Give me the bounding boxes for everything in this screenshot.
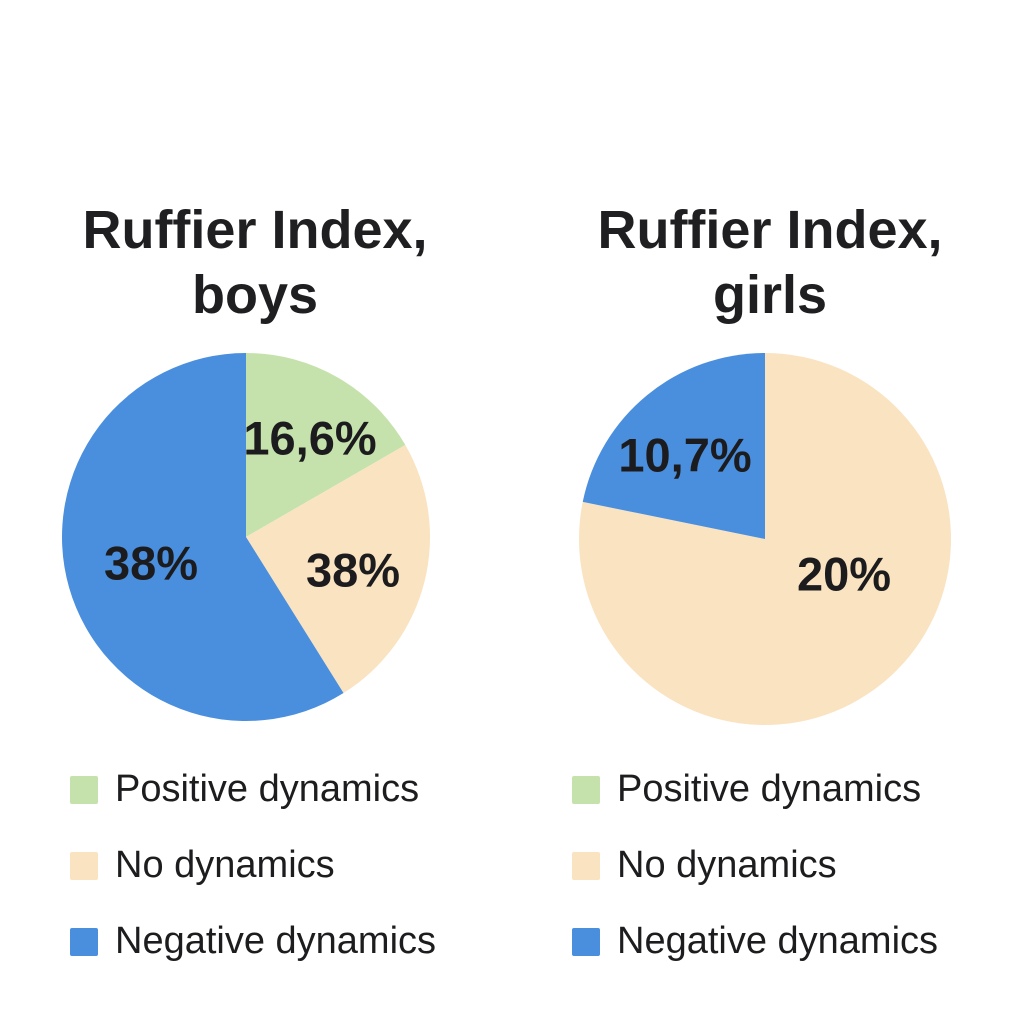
legend-label-positive-dynamics: Positive dynamics xyxy=(617,768,922,810)
legend-swatch-negative-dynamics xyxy=(572,927,600,956)
legend-label-no-dynamics: No dynamics xyxy=(617,844,837,886)
legend-row-boys-no-dynamics: No dynamics xyxy=(70,844,436,887)
pie-slice-girls-no-dynamics xyxy=(578,353,951,725)
legend-label-no-dynamics: No dynamics xyxy=(115,844,335,886)
slice-value-label-boys-no-dynamics: 38% xyxy=(305,543,401,597)
chart-title-boys-line1: Ruffier Index, xyxy=(82,200,428,260)
legend-boys: Positive dynamics No dynamics Negative dyn… xyxy=(70,768,436,963)
slice-value-label-girls-no-dynamics: 20% xyxy=(796,547,892,601)
legend-row-girls-negative-dynamics: Negative dynamics xyxy=(572,920,938,963)
pie-slice-boys-positive-dynamics xyxy=(246,353,406,537)
legend-row-boys-positive-dynamics: Positive dynamics xyxy=(70,768,436,811)
legend-swatch-no-dynamics xyxy=(70,851,98,880)
legend-label-positive-dynamics: Positive dynamics xyxy=(115,768,420,810)
legend-row-girls-positive-dynamics: Positive dynamics xyxy=(572,768,938,811)
legend-label-negative-dynamics: Negative dynamics xyxy=(115,920,437,962)
legend-row-boys-negative-dynamics: Negative dynamics xyxy=(70,920,436,963)
legend-swatch-no-dynamics xyxy=(572,851,600,880)
pie-slice-boys-negative-dynamics xyxy=(62,353,344,721)
slice-value-label-boys-positive-dynamics: 16,6% xyxy=(243,411,377,465)
chart-title-girls-line2: girls xyxy=(712,265,828,325)
slice-value-label-girls-negative-dynamics: 10,7% xyxy=(618,428,752,482)
pie-slice-boys-no-dynamics xyxy=(246,445,431,694)
legend-girls: Positive dynamics No dynamics Negative dyn… xyxy=(572,768,938,963)
pie-slice-girls-negative-dynamics xyxy=(582,353,765,539)
legend-swatch-positive-dynamics xyxy=(70,775,98,804)
legend-swatch-positive-dynamics xyxy=(572,775,600,804)
slice-value-label-boys-negative-dynamics: 38% xyxy=(103,536,199,590)
legend-label-negative-dynamics: Negative dynamics xyxy=(617,920,939,962)
legend-row-girls-no-dynamics: No dynamics xyxy=(572,844,938,887)
chart-title-boys: Ruffier Index, boys xyxy=(45,198,465,328)
chart-title-boys-line2: boys xyxy=(191,265,319,325)
legend-swatch-negative-dynamics xyxy=(70,927,98,956)
chart-title-girls: Ruffier Index, girls xyxy=(560,198,980,328)
chart-title-girls-line1: Ruffier Index, xyxy=(597,200,943,260)
